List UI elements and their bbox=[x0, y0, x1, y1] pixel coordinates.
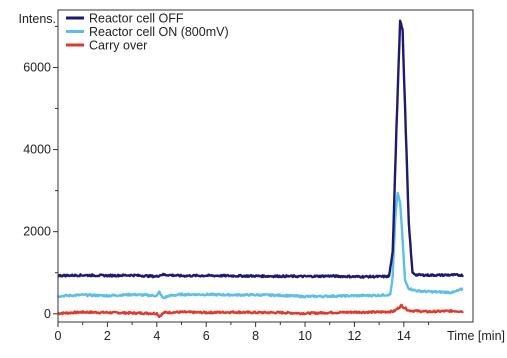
legend-label: Reactor cell OFF bbox=[89, 12, 184, 26]
series-line-2 bbox=[57, 191, 464, 300]
legend-label: Reactor cell ON (800mV) bbox=[89, 25, 229, 39]
x-axis-label: Time [min] bbox=[447, 329, 505, 343]
x-tick-label: 12 bbox=[347, 329, 361, 343]
x-tick-label: 6 bbox=[203, 329, 210, 343]
legend-label: Carry over bbox=[89, 39, 147, 53]
series-layer bbox=[57, 19, 465, 319]
x-tick-label: 14 bbox=[397, 329, 411, 343]
y-tick-label: 2000 bbox=[23, 225, 51, 239]
y-tick-label: 0 bbox=[44, 307, 51, 321]
tick-layer: 0 2 4 6 8 10 12 14 0 2000 4000 6000 bbox=[23, 25, 430, 343]
y-tick-label: 4000 bbox=[23, 143, 51, 157]
x-tick-label: 8 bbox=[252, 329, 259, 343]
x-tick-label: 2 bbox=[104, 329, 111, 343]
x-tick-label: 0 bbox=[55, 329, 62, 343]
y-axis-label: Intens. bbox=[18, 12, 56, 26]
x-tick-label: 10 bbox=[298, 329, 312, 343]
plot-frame bbox=[57, 9, 474, 323]
x-tick-label: 4 bbox=[153, 329, 160, 343]
series-line-1 bbox=[57, 19, 465, 279]
y-tick-label: 6000 bbox=[23, 60, 51, 74]
series-line-3 bbox=[57, 303, 464, 319]
